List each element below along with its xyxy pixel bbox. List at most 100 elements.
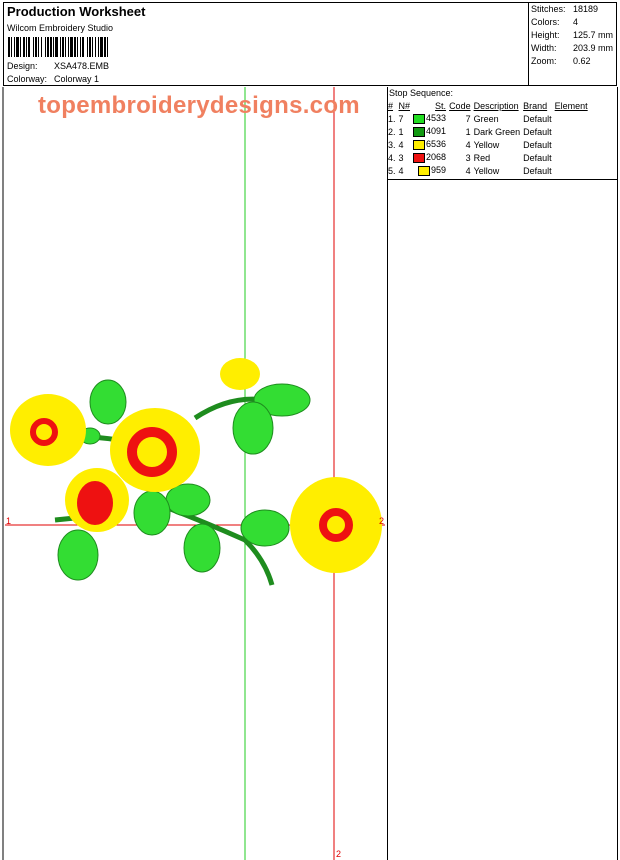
stitch-cell: 2068 [413, 151, 449, 164]
color-swatch [413, 126, 426, 137]
stat-label: Colors: [531, 17, 560, 27]
color-swatch [413, 139, 426, 150]
colorway-name: Colorway 1 [54, 74, 100, 84]
stat-label: Stitches: [531, 4, 566, 14]
color-swatch [418, 165, 431, 176]
embroidery-design [10, 358, 382, 586]
needle: 3 [398, 152, 404, 163]
marker-label: 2 [379, 516, 384, 526]
code: 4 [465, 165, 471, 176]
brand: Default [523, 152, 552, 163]
description: Yellow [473, 139, 500, 150]
stitches: 4533 [426, 113, 447, 124]
barcode-bar [41, 37, 42, 57]
description: Green [473, 113, 499, 124]
table-row: 4. 3 2068 3 Red Default [388, 151, 591, 164]
stitch-cell: 4091 [413, 125, 449, 138]
header-box [3, 2, 617, 86]
barcode-bar [55, 37, 58, 57]
stat-value: 18189 [573, 4, 599, 14]
description: Red [473, 152, 491, 163]
stats-box: Stitches: 18189 Colors: 4 Height: 125.7 mm Wid… [528, 2, 617, 86]
barcode-bar [62, 37, 64, 57]
stitches: 2068 [426, 152, 447, 163]
barcode-bar [26, 37, 27, 57]
description: Dark Green [473, 126, 521, 137]
needle: 4 [398, 139, 404, 150]
element [555, 138, 591, 151]
description: Yellow [473, 165, 500, 176]
design-name: XSA478.EMB [54, 61, 110, 71]
stitch-cell: 6536 [413, 138, 449, 151]
stop-sequence-title: Stop Sequence: [389, 88, 454, 98]
element [555, 151, 591, 164]
stat-value: 125.7 mm [573, 30, 614, 40]
needle: 7 [398, 113, 404, 124]
barcode-bar [92, 37, 93, 57]
row-number: 4. [388, 152, 396, 163]
barcode-bar [28, 37, 30, 57]
needle: 4 [398, 165, 404, 176]
table-row: 2. 1 4091 1 Dark Green Default [388, 125, 591, 138]
brand: Default [523, 126, 552, 137]
stat-label: Height: [531, 30, 560, 40]
stitches: 959 [431, 165, 447, 176]
barcode-bar [95, 37, 96, 57]
title: Production Worksheet [7, 4, 146, 19]
stitches: 6536 [426, 139, 447, 150]
stitch-cell: 959 [413, 164, 449, 177]
row-number: 1. [388, 113, 396, 124]
barcode-bar [98, 37, 99, 57]
row-number: 3. [388, 139, 396, 150]
barcode-bar [53, 37, 54, 57]
brand: Default [523, 113, 552, 124]
marker-label: 1 [6, 516, 11, 526]
design-label: Design: [7, 61, 38, 71]
barcode-bar [80, 37, 81, 57]
stop-sequence-table: # N# St. Code Description Brand Element 1. 7 453… [388, 99, 591, 177]
column-header: N# [398, 100, 411, 111]
barcode-bar [23, 37, 25, 57]
brand: Default [523, 139, 552, 150]
barcode-bar [65, 37, 66, 57]
barcode-bar [16, 37, 19, 57]
barcode-bar [70, 37, 73, 57]
barcode-bar [107, 37, 108, 57]
barcode [8, 37, 108, 57]
row-number: 5. [388, 165, 396, 176]
barcode-bar [35, 37, 37, 57]
barcode-bar [100, 37, 103, 57]
watermark: topembroiderydesigns.com [38, 92, 360, 119]
column-header: Code [449, 100, 471, 111]
barcode-bar [77, 37, 78, 57]
barcode-bar [20, 37, 21, 57]
stat-label: Zoom: [531, 56, 557, 66]
needle: 1 [398, 126, 404, 137]
barcode-bar [104, 37, 106, 57]
code: 1 [465, 126, 471, 137]
column-header: Brand [523, 100, 548, 111]
barcode-bar [38, 37, 39, 57]
column-header: # [388, 100, 394, 111]
barcode-bar [47, 37, 49, 57]
element [555, 112, 591, 125]
row-number: 2. [388, 126, 396, 137]
brand: Default [523, 165, 552, 176]
element [555, 125, 591, 138]
barcode-bar [8, 37, 10, 57]
stitches: 4091 [426, 126, 447, 137]
stat-label: Width: [531, 43, 557, 53]
column-header: Description [473, 100, 519, 111]
stat: Colors: 4 [531, 17, 578, 27]
barcode-bar [60, 37, 61, 57]
table-row: 5. 4 959 4 Yellow Default [388, 164, 591, 177]
right-panel [387, 87, 618, 860]
barcode-bar [11, 37, 12, 57]
code: 4 [465, 139, 471, 150]
stitch-cell: 4533 [413, 112, 449, 125]
software: Wilcom Embroidery Studio [7, 23, 114, 33]
color-swatch [413, 152, 426, 163]
stop-sequence: Stop Sequence: # N# St. Code Description Bran… [387, 87, 618, 180]
column-header: St. [435, 100, 447, 111]
